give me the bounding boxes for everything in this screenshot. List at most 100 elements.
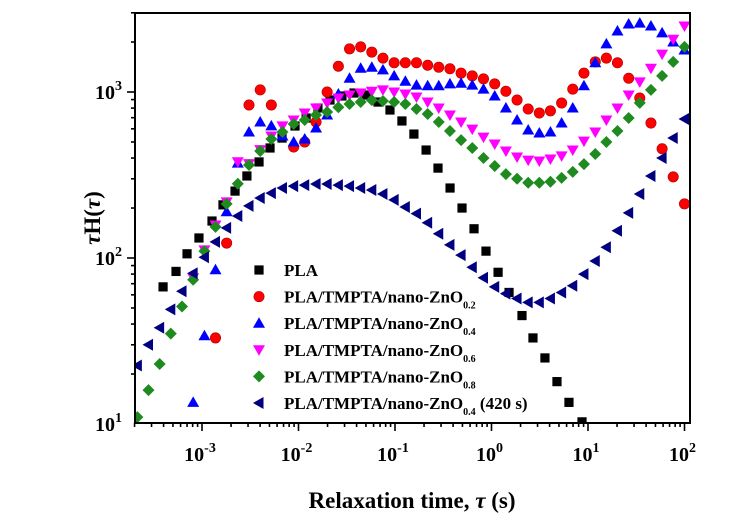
data-point-square xyxy=(540,353,550,363)
data-point-triangle-down xyxy=(399,89,412,100)
data-point-triangle-left xyxy=(135,359,142,372)
data-point-triangle-up xyxy=(644,19,657,31)
data-point-triangle-left xyxy=(443,238,455,251)
data-point-circle xyxy=(366,46,378,58)
data-point-diamond xyxy=(589,148,602,161)
data-point-square xyxy=(421,145,431,155)
data-point-square xyxy=(517,310,527,321)
data-point-square xyxy=(361,90,371,100)
data-point-triangle-down xyxy=(678,21,690,32)
x-tick-label: 10-2 xyxy=(281,441,313,466)
data-point-triangle-down xyxy=(544,154,557,165)
data-point-triangle-up xyxy=(522,124,535,135)
data-point-square xyxy=(564,397,574,407)
data-point-triangle-left xyxy=(231,210,243,223)
data-point-triangle-left xyxy=(600,241,611,254)
legend: PLAPLA/TMPTA/nano-ZnO0.2PLA/TMPTA/nano-Z… xyxy=(253,261,528,418)
legend-marker-square xyxy=(254,265,264,275)
legend-label: PLA xyxy=(284,261,319,280)
data-point-square xyxy=(528,333,538,343)
data-point-circle xyxy=(422,59,434,71)
legend-label: PLA/TMPTA/nano-ZnO0.4 (420 s) xyxy=(284,394,528,418)
data-point-triangle-up xyxy=(577,79,590,91)
data-point-square xyxy=(457,203,467,213)
data-point-triangle-left xyxy=(522,296,533,309)
data-point-triangle-up xyxy=(466,79,479,90)
data-point-triangle-up xyxy=(187,396,200,407)
data-point-diamond xyxy=(365,94,378,107)
data-point-circle xyxy=(377,52,389,64)
data-point-triangle-left xyxy=(187,267,198,280)
data-point-diamond xyxy=(209,220,222,233)
data-point-circle xyxy=(600,52,612,64)
data-point-circle xyxy=(254,84,266,96)
data-point-triangle-up xyxy=(499,101,512,113)
data-point-square xyxy=(409,129,419,139)
data-point-diamond xyxy=(477,152,490,165)
data-point-triangle-left xyxy=(644,169,656,182)
data-point-square xyxy=(194,233,204,243)
data-point-triangle-down xyxy=(633,77,646,88)
data-point-diamond xyxy=(577,158,590,171)
data-point-triangle-left xyxy=(243,199,254,212)
data-point-circle xyxy=(265,99,277,111)
data-point-triangle-up xyxy=(611,25,624,36)
data-point-triangle-up xyxy=(243,126,256,137)
data-point-triangle-down xyxy=(488,139,501,151)
data-point-square xyxy=(385,105,395,115)
x-tick-label: 100 xyxy=(476,441,503,466)
data-point-triangle-left xyxy=(511,292,522,305)
data-point-triangle-up xyxy=(600,37,613,49)
x-tick-label: 101 xyxy=(573,441,600,466)
data-point-triangle-left xyxy=(455,249,466,262)
data-point-diamond xyxy=(343,97,356,110)
data-point-triangle-up xyxy=(388,69,401,81)
legend-label: PLA/TMPTA/nano-ZnO0.4 xyxy=(284,314,476,338)
data-point-diamond xyxy=(254,145,267,158)
data-point-triangle-up xyxy=(265,119,278,131)
data-point-triangle-up xyxy=(533,127,546,138)
data-point-triangle-left xyxy=(209,235,220,248)
data-point-diamond xyxy=(153,357,166,370)
data-point-triangle-down xyxy=(365,86,378,98)
data-point-diamond xyxy=(633,96,646,109)
data-point-triangle-left xyxy=(633,187,645,200)
data-point-circle xyxy=(556,97,568,109)
data-point-circle xyxy=(611,57,623,69)
data-point-triangle-down xyxy=(566,145,579,157)
data-point-triangle-up xyxy=(443,77,456,89)
data-point-circle xyxy=(678,198,690,210)
data-point-circle xyxy=(243,99,255,111)
data-point-square xyxy=(182,249,192,259)
legend-label: PLA/TMPTA/nano-ZnO0.8 xyxy=(284,367,476,391)
data-point-circle xyxy=(567,83,579,95)
data-point-square xyxy=(469,224,479,234)
legend-label: PLA/TMPTA/nano-ZnO0.2 xyxy=(284,288,476,312)
data-point-triangle-down xyxy=(522,155,535,167)
data-point-triangle-left xyxy=(421,216,433,229)
data-point-triangle-up xyxy=(298,133,311,144)
legend-label: PLA/TMPTA/nano-ZnO0.6 xyxy=(284,341,476,365)
x-tick-label: 10-1 xyxy=(377,441,409,466)
data-point-diamond xyxy=(555,171,568,184)
data-point-triangle-up xyxy=(566,101,579,113)
data-point-triangle-down xyxy=(432,103,445,114)
data-point-circle xyxy=(623,72,635,84)
data-point-circle xyxy=(544,105,556,117)
legend-item: PLA/TMPTA/nano-ZnO0.6 xyxy=(253,341,476,365)
data-point-diamond xyxy=(499,168,512,181)
data-point-square xyxy=(171,266,181,277)
data-point-triangle-left xyxy=(544,292,555,305)
data-point-diamond xyxy=(432,115,445,128)
data-point-triangle-down xyxy=(298,108,311,120)
data-point-circle xyxy=(410,57,422,69)
data-point-circle xyxy=(511,94,523,106)
x-tick-label: 102 xyxy=(669,441,696,466)
data-point-triangle-left xyxy=(310,178,321,191)
data-point-triangle-down xyxy=(455,117,468,128)
data-point-triangle-up xyxy=(544,126,557,137)
data-point-triangle-down xyxy=(656,49,669,61)
data-point-diamond xyxy=(243,159,256,172)
data-point-triangle-down xyxy=(466,124,479,136)
data-point-diamond xyxy=(231,177,244,190)
